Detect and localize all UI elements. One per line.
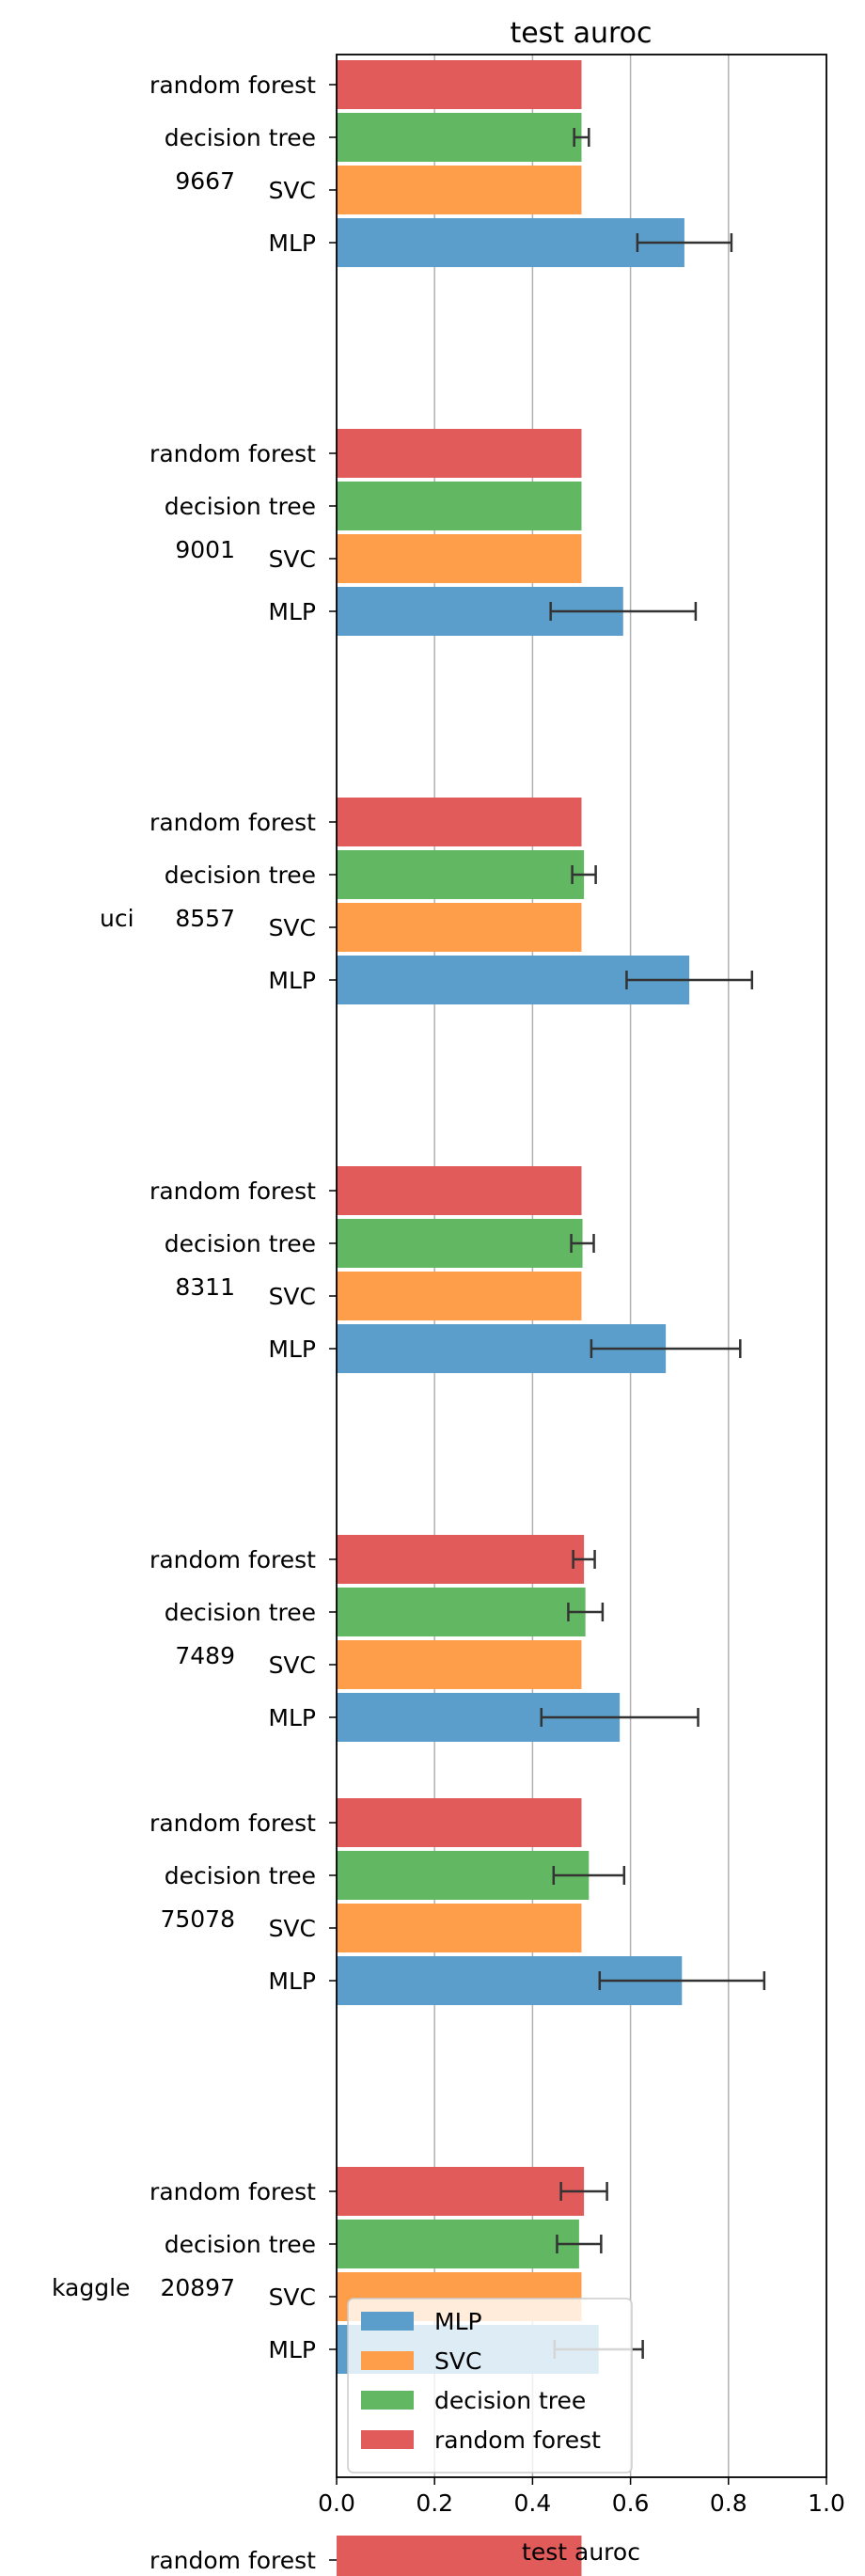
plot-frame bbox=[336, 54, 827, 2478]
y-tick-label: decision tree bbox=[165, 1862, 316, 1889]
legend-swatch-SVC bbox=[361, 2351, 414, 2370]
error-bar-uci-8311-decision-tree bbox=[570, 1234, 595, 1253]
x-tick-label: 0.0 bbox=[318, 2489, 355, 2517]
error-bar-uci-8311-MLP bbox=[590, 1339, 742, 1358]
y-tick-labels: random forest decision tree SVC MLP random f… bbox=[149, 71, 337, 2574]
dataset-id-label: 8557 bbox=[175, 905, 235, 932]
legend: MLP SVC decision tree random forest bbox=[347, 2298, 633, 2473]
bar-uci-9667-random-forest bbox=[337, 60, 582, 109]
bar-uci-8557-SVC bbox=[337, 903, 582, 952]
chart-title: test auroc bbox=[510, 17, 652, 50]
y-tick-label: SVC bbox=[269, 545, 316, 573]
x-tick-label: 0.6 bbox=[612, 2489, 650, 2517]
source-label: kaggle bbox=[52, 2274, 130, 2301]
y-tick-label: random forest bbox=[149, 1177, 316, 1205]
bar-uci-7489-random-forest bbox=[337, 1535, 585, 1584]
x-tick-label: 1.0 bbox=[808, 2489, 845, 2517]
y-tick-label: SVC bbox=[269, 1915, 316, 1942]
error-bar-uci-9001-MLP bbox=[549, 602, 698, 621]
error-bar-kaggle-75078-MLP bbox=[598, 1971, 766, 1990]
dataset-id-label: 8311 bbox=[175, 1273, 235, 1301]
bar-kaggle-13878-random-forest bbox=[337, 2536, 582, 2576]
bar-kaggle-20897-random-forest bbox=[337, 2167, 585, 2216]
bar-uci-7489-decision-tree bbox=[337, 1588, 586, 1636]
dataset-id-label: 7489 bbox=[175, 1642, 235, 1669]
y-tick-label: MLP bbox=[268, 229, 316, 257]
legend-swatch-decision-tree bbox=[361, 2391, 414, 2410]
legend-label: SVC bbox=[434, 2347, 481, 2375]
bars bbox=[337, 60, 690, 2576]
legend-label: random forest bbox=[434, 2426, 601, 2454]
error-bar-uci-7489-random-forest bbox=[572, 1550, 596, 1569]
bar-kaggle-75078-decision-tree bbox=[337, 1851, 590, 1900]
y-tick-label: MLP bbox=[268, 1335, 316, 1363]
bar-uci-9667-MLP bbox=[337, 218, 684, 267]
legend-label: decision tree bbox=[434, 2387, 586, 2414]
bar-kaggle-20897-decision-tree bbox=[337, 2220, 579, 2268]
source-label: uci bbox=[100, 905, 134, 932]
y-tick-label: MLP bbox=[268, 1968, 316, 1995]
legend-swatch-random-forest bbox=[361, 2430, 414, 2449]
error-bar-kaggle-20897-decision-tree bbox=[556, 2235, 603, 2253]
bar-uci-9001-SVC bbox=[337, 534, 582, 583]
bar-uci-9667-SVC bbox=[337, 166, 582, 214]
x-ticks: 0.0 0.2 0.4 0.6 0.8 1.0 bbox=[318, 2477, 845, 2517]
y-tick-label: random forest bbox=[149, 71, 316, 99]
y-tick-label: random forest bbox=[149, 1810, 316, 1837]
y-tick-label: MLP bbox=[268, 598, 316, 625]
bar-uci-8311-random-forest bbox=[337, 1166, 582, 1215]
y-tick-label: SVC bbox=[269, 177, 316, 204]
error-bar-kaggle-75078-decision-tree bbox=[552, 1866, 626, 1885]
dataset-id-label: 75078 bbox=[160, 1905, 235, 1933]
bar-uci-8311-decision-tree bbox=[337, 1219, 583, 1268]
bar-uci-8311-SVC bbox=[337, 1272, 582, 1320]
plot-frame bbox=[336, 54, 827, 2478]
bar-uci-8557-decision-tree bbox=[337, 850, 585, 899]
group-labels: 96679001855783117489uci750782089713878ka… bbox=[52, 167, 235, 2301]
y-tick-label: MLP bbox=[268, 967, 316, 994]
bar-kaggle-75078-random-forest bbox=[337, 1798, 582, 1847]
legend-label: MLP bbox=[434, 2308, 482, 2335]
bar-kaggle-75078-SVC bbox=[337, 1904, 582, 1952]
y-tick-label: decision tree bbox=[165, 124, 316, 151]
y-tick-label: SVC bbox=[269, 1651, 316, 1679]
x-tick-label: 0.4 bbox=[514, 2489, 552, 2517]
y-tick-label: SVC bbox=[269, 914, 316, 941]
y-tick-label: decision tree bbox=[165, 1599, 316, 1626]
bar-uci-7489-SVC bbox=[337, 1640, 582, 1689]
y-tick-label: decision tree bbox=[165, 2231, 316, 2258]
y-tick-label: decision tree bbox=[165, 1230, 316, 1257]
error-bar-uci-9667-MLP bbox=[636, 233, 733, 252]
dataset-id-label: 9001 bbox=[175, 536, 235, 563]
dataset-id-label: 9667 bbox=[175, 167, 235, 195]
y-tick-label: MLP bbox=[268, 2336, 316, 2363]
bar-uci-9001-random-forest bbox=[337, 429, 582, 478]
error-bar-uci-7489-decision-tree bbox=[567, 1603, 605, 1621]
x-axis-label: test auroc bbox=[522, 2538, 640, 2566]
y-tick-label: random forest bbox=[149, 1546, 316, 1573]
error-bar-kaggle-20897-random-forest bbox=[559, 2182, 608, 2201]
legend-box bbox=[347, 2298, 633, 2473]
bar-uci-9667-decision-tree bbox=[337, 113, 582, 162]
error-bar-uci-9667-decision-tree bbox=[573, 128, 590, 147]
y-tick-label: decision tree bbox=[165, 493, 316, 520]
y-tick-label: SVC bbox=[269, 2284, 316, 2311]
x-tick-label: 0.2 bbox=[416, 2489, 453, 2517]
y-tick-label: random forest bbox=[149, 2547, 316, 2574]
y-tick-label: SVC bbox=[269, 1283, 316, 1310]
legend-swatch-MLP bbox=[361, 2312, 414, 2331]
y-tick-label: random forest bbox=[149, 809, 316, 836]
y-tick-label: MLP bbox=[268, 1704, 316, 1731]
x-tick-label: 0.8 bbox=[710, 2489, 747, 2517]
y-tick-label: random forest bbox=[149, 2178, 316, 2205]
dataset-id-label: 20897 bbox=[160, 2274, 235, 2301]
y-tick-label: decision tree bbox=[165, 861, 316, 889]
bar-uci-8557-random-forest bbox=[337, 798, 582, 846]
error-bar-uci-8557-decision-tree bbox=[571, 865, 597, 884]
y-tick-label: random forest bbox=[149, 440, 316, 467]
bar-uci-9001-decision-tree bbox=[337, 482, 582, 530]
error-bar-uci-8557-MLP bbox=[625, 971, 754, 989]
error-bar-uci-7489-MLP bbox=[540, 1708, 700, 1727]
